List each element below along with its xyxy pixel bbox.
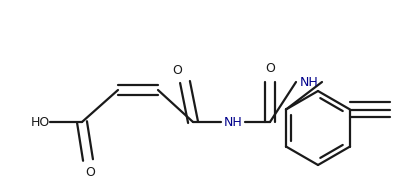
Text: O: O	[85, 166, 95, 180]
Text: HO: HO	[30, 116, 49, 128]
Text: O: O	[172, 63, 182, 77]
Text: NH: NH	[300, 75, 318, 89]
Text: NH: NH	[223, 116, 242, 128]
Text: O: O	[265, 63, 275, 75]
